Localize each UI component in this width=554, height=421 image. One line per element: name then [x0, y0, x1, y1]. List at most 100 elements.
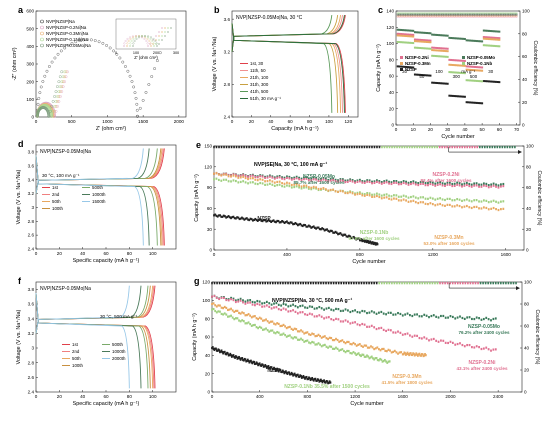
capacity-point — [422, 196, 424, 199]
capacity-point — [252, 219, 254, 222]
ce-point — [378, 281, 381, 285]
capacity-point — [303, 223, 305, 227]
capacity-point — [259, 178, 262, 181]
capacity-point — [490, 200, 493, 203]
capacity-point — [368, 346, 371, 349]
capacity-point — [271, 329, 274, 332]
legend-marker — [40, 25, 44, 30]
capacity-point — [405, 182, 407, 185]
legend-label: 1000th — [92, 192, 106, 197]
ce-point — [454, 281, 457, 285]
panel-letter: g — [194, 276, 200, 286]
capacity-point — [473, 346, 476, 349]
capacity-point — [477, 80, 480, 83]
ce-point — [343, 145, 346, 149]
y-tick-label: 3.8 — [28, 150, 35, 155]
ce-point — [355, 281, 358, 285]
ce-point — [505, 281, 507, 285]
capacity-point — [400, 181, 403, 184]
ce-point — [221, 281, 223, 285]
inset-point — [147, 45, 149, 47]
capacity-point — [373, 180, 376, 183]
capacity-point — [328, 336, 331, 339]
capacity-point — [410, 33, 413, 36]
nyquist-point — [61, 85, 65, 89]
capacity-point — [319, 378, 322, 381]
capacity-point — [387, 328, 390, 331]
capacity-point — [429, 196, 432, 199]
nyquist-point — [60, 90, 64, 93]
capacity-point — [337, 307, 340, 311]
capacity-point — [293, 177, 296, 181]
capacity-point — [429, 180, 432, 184]
capacity-point — [337, 180, 339, 183]
ce-point — [383, 145, 386, 149]
capacity-point — [457, 59, 459, 62]
capacity-point — [273, 176, 276, 179]
capacity-point — [278, 174, 281, 178]
capacity-point — [339, 178, 342, 181]
inset-point — [144, 36, 146, 39]
capacity-point — [429, 41, 432, 44]
capacity-point — [385, 313, 387, 316]
y2-tick-label: 20 — [524, 368, 530, 373]
capacity-point — [436, 183, 439, 186]
inset-point — [150, 36, 152, 39]
capacity-point — [312, 225, 315, 228]
capacity-point — [481, 40, 484, 43]
capacity-point — [225, 306, 228, 310]
capacity-point — [436, 49, 439, 52]
ce-point — [295, 145, 298, 149]
capacity-point — [480, 207, 483, 210]
capacity-point — [413, 73, 416, 76]
capacity-point — [276, 180, 279, 184]
capacity-point — [254, 217, 257, 221]
capacity-point — [281, 324, 283, 327]
capacity-point — [444, 341, 447, 344]
nyquist-point — [150, 75, 154, 78]
capacity-point — [451, 184, 454, 188]
capacity-point — [366, 346, 369, 349]
capacity-point — [223, 296, 225, 300]
capacity-point — [363, 194, 366, 197]
capacity-point — [397, 330, 399, 333]
capacity-point — [492, 206, 495, 210]
capacity-point — [482, 182, 485, 185]
capacity-point — [431, 181, 434, 184]
ce-point — [368, 281, 370, 285]
capacity-point — [276, 176, 279, 179]
capacity-point — [389, 311, 392, 314]
x-tick-label: 20 — [428, 127, 434, 132]
capacity-point — [455, 71, 458, 74]
inset-point — [158, 39, 160, 41]
capacity-point — [443, 82, 446, 85]
capacity-point — [244, 181, 247, 184]
capacity-point — [238, 311, 240, 315]
capacity-point — [309, 225, 311, 228]
capacity-point — [458, 37, 461, 40]
capacity-point — [356, 310, 359, 314]
capacity-point — [456, 204, 459, 207]
capacity-point — [358, 343, 361, 346]
capacity-point — [360, 238, 363, 241]
capacity-point — [323, 229, 326, 232]
capacity-point — [412, 66, 415, 69]
capacity-point — [355, 353, 358, 357]
capacity-point — [472, 39, 475, 42]
capacity-point — [453, 37, 456, 40]
capacity-point — [302, 374, 305, 378]
capacity-point — [229, 352, 232, 356]
capacity-point — [414, 201, 417, 204]
ce-point — [300, 145, 303, 149]
ce-point — [413, 145, 416, 149]
capacity-point — [237, 181, 240, 184]
ce-point — [269, 281, 272, 285]
ce-point — [484, 281, 487, 285]
capacity-point — [227, 180, 230, 183]
y2-tick-label: 0 — [524, 390, 527, 395]
capacity-point — [352, 341, 355, 345]
nyquist-point — [61, 80, 65, 84]
capacity-point — [447, 341, 449, 345]
capacity-point — [378, 181, 381, 184]
capacity-point — [494, 317, 497, 320]
